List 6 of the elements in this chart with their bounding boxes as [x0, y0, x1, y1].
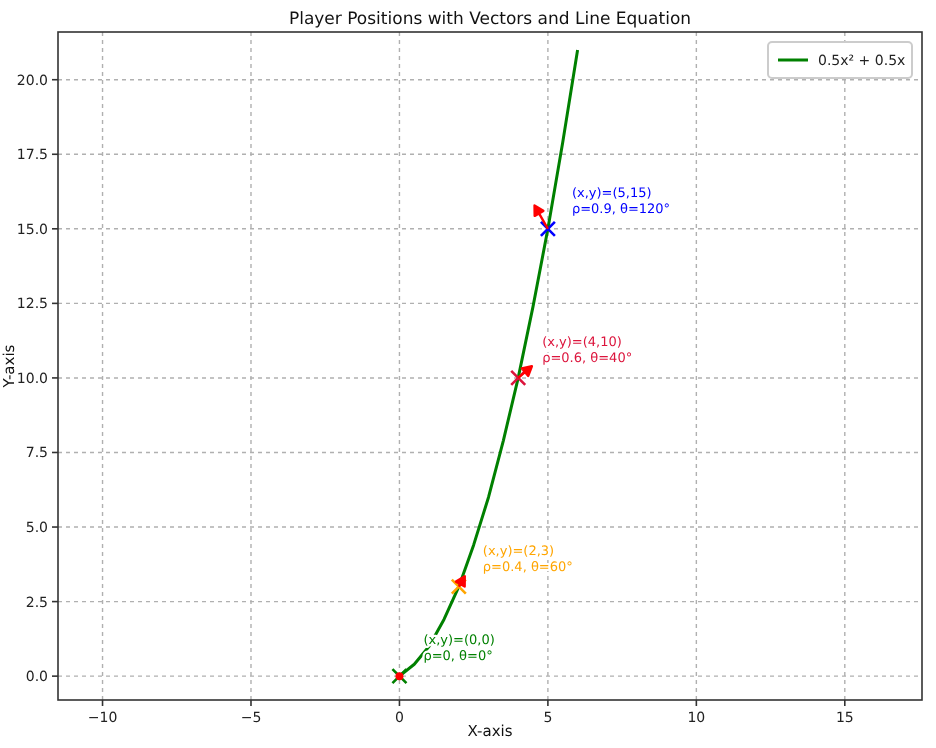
point	[450, 578, 468, 595]
chart-title: Player Positions with Vectors and Line Equation	[288, 10, 692, 30]
point	[509, 369, 527, 387]
point	[395, 672, 404, 681]
point	[391, 667, 408, 685]
point	[539, 220, 557, 238]
